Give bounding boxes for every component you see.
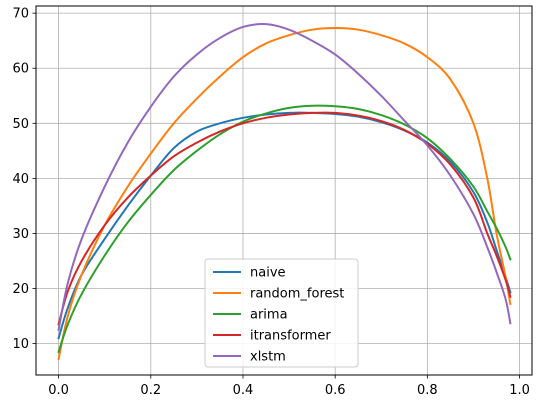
series-lines	[57, 23, 512, 361]
series-line-itransformer	[57, 111, 512, 326]
legend-label: xlstm	[250, 350, 286, 365]
y-tick-label: 70	[12, 7, 29, 22]
axis-ticks: 0.0 0.2 0.4 0.6 0.8 1.0 10 20 30 40 50 60 70	[12, 7, 529, 398]
series-line-random-forest	[57, 27, 512, 361]
x-tick-label: 0.2	[140, 383, 161, 398]
x-tick-label: 0.0	[48, 383, 69, 398]
y-tick-label: 50	[12, 117, 29, 132]
x-tick-label: 1.0	[509, 383, 530, 398]
grid	[36, 6, 532, 375]
legend-label: random_forest	[250, 287, 344, 302]
y-tick-label: 20	[12, 282, 29, 297]
y-tick-label: 30	[12, 227, 29, 242]
legend-label: naive	[250, 266, 286, 281]
x-tick-label: 0.8	[417, 383, 438, 398]
y-tick-label: 60	[12, 62, 29, 77]
legend-box	[204, 258, 359, 368]
y-tick-label: 40	[12, 172, 29, 187]
x-tick-label: 0.4	[233, 383, 254, 398]
legend-label: arima	[250, 308, 288, 323]
plot-frame	[35, 5, 533, 376]
series-line-arima	[57, 104, 512, 354]
x-tick-label: 0.6	[325, 383, 346, 398]
series-line-xlstm	[57, 23, 512, 332]
legend-label: itransformer	[250, 329, 331, 344]
y-tick-label: 10	[12, 337, 29, 352]
